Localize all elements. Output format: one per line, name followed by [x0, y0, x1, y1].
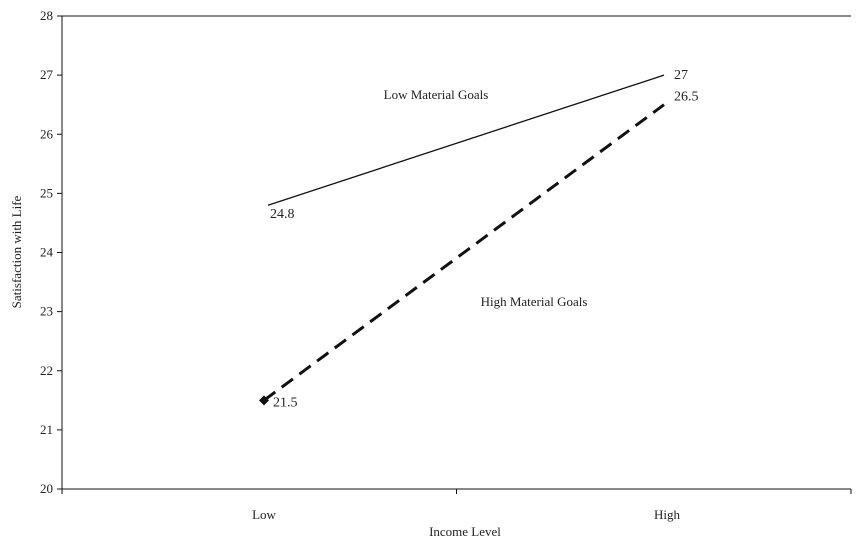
y-tick-label: 20	[40, 481, 53, 496]
data-label-low-material-high-income: 27	[674, 68, 688, 83]
y-tick-label: 27	[40, 67, 54, 82]
series-layer	[259, 74, 665, 406]
y-tick-label: 21	[40, 422, 53, 437]
y-axis-ticks: 20 21 22 23 24 25 26 27 28	[40, 8, 62, 496]
data-label-high-material-high-income: 26.5	[674, 90, 699, 105]
data-label-low-material-low-income: 24.8	[270, 207, 295, 222]
x-tick-label: High	[654, 507, 681, 522]
x-tick-label: Low	[252, 507, 276, 522]
y-tick-label: 22	[40, 363, 53, 378]
y-tick-label: 28	[40, 8, 53, 23]
y-tick-label: 25	[40, 185, 53, 200]
series-label-low-material-goals: Low Material Goals	[384, 87, 489, 102]
x-axis-title: Income Level	[429, 524, 501, 539]
series-line-high-material-goals	[263, 103, 665, 402]
series-marker-diamond	[259, 395, 269, 406]
y-axis-title: Satisfaction with Life	[9, 195, 24, 308]
y-tick-label: 26	[40, 126, 54, 141]
labels-layer: 24.8 27 Low Material Goals 21.5 26.5 High Mat…	[270, 68, 699, 410]
series-label-high-material-goals: High Material Goals	[481, 294, 588, 309]
y-tick-label: 24	[40, 245, 54, 260]
y-tick-label: 23	[40, 304, 53, 319]
x-axis-ticks: Low High	[61, 489, 852, 522]
data-label-high-material-low-income: 21.5	[273, 395, 298, 410]
series-line-low-material-goals	[267, 74, 665, 206]
